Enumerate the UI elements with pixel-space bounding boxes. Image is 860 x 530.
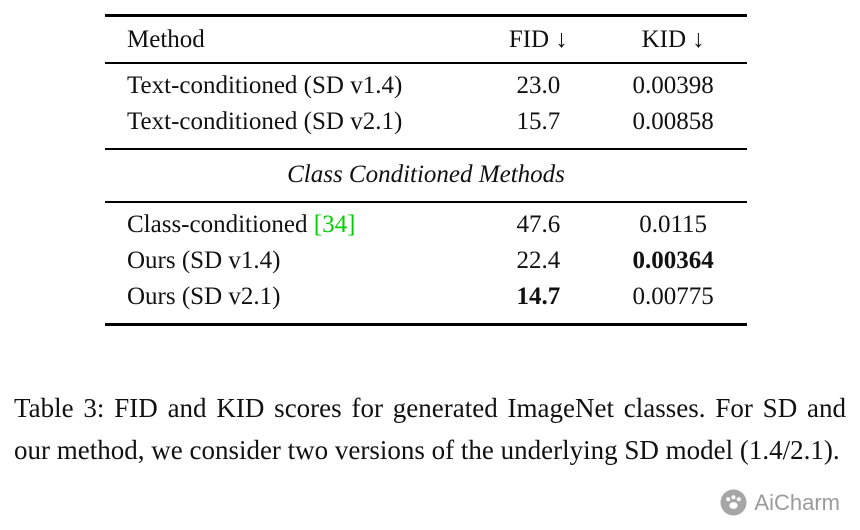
table-bottom-rule [105,323,747,326]
header-method: Method [127,26,205,53]
table-row: Ours (SD v1.4) 22.4 0.00364 [105,243,747,279]
table-row: Text-conditioned (SD v2.1) 15.7 0.00858 [105,104,747,140]
watermark: AiCharm [720,489,840,516]
header-kid: KID ↓ [641,26,705,53]
caption-label: Table 3: [14,393,105,423]
row-method: Ours (SD v1.4) [127,247,281,274]
table-mid-rule [105,148,747,150]
row-kid: 0.00858 [632,108,714,135]
table-row: Ours (SD v2.1) 14.7 0.00775 [105,279,747,315]
aicharm-logo-icon [720,489,747,516]
row-kid: 0.00398 [632,72,714,99]
row-fid: 22.4 [516,247,561,274]
watermark-text: AiCharm [754,489,840,515]
caption-text: FID and KID scores for generated ImageNe… [14,393,847,465]
table-header-row: Method FID ↓ KID ↓ [105,17,747,62]
results-table: Method FID ↓ KID ↓ Text-conditioned (SD … [105,14,747,326]
row-fid-best: 14.7 [516,283,561,310]
row-fid: 15.7 [516,108,561,135]
row-kid: 0.00775 [632,283,714,310]
table-mid-rule [105,62,747,64]
table-top-rule [105,14,747,17]
citation-link[interactable]: [34] [313,211,356,238]
section-title: Class Conditioned Methods [287,161,565,188]
table-row: Class-conditioned [34] 47.6 0.0115 [105,207,747,243]
row-fid: 23.0 [516,72,561,99]
text-conditioned-rows: Text-conditioned (SD v1.4) 23.0 0.00398 … [105,64,747,148]
table-row: Text-conditioned (SD v1.4) 23.0 0.00398 [105,68,747,104]
header-fid: FID ↓ [508,26,568,53]
row-kid-best: 0.00364 [632,247,714,274]
row-method: Text-conditioned (SD v1.4) [127,72,403,99]
row-method: Ours (SD v2.1) [127,283,281,310]
table-mid-rule [105,201,747,203]
row-method: Class-conditioned [34] [105,211,477,239]
row-method: Text-conditioned (SD v2.1) [127,108,403,135]
table-caption: Table 3: FID and KID scores for generate… [14,388,846,471]
method-text: Class-conditioned [127,211,314,238]
class-conditioned-rows: Class-conditioned [34] 47.6 0.0115 Ours … [105,203,747,323]
row-kid: 0.0115 [639,211,708,238]
row-fid: 47.6 [516,211,561,238]
